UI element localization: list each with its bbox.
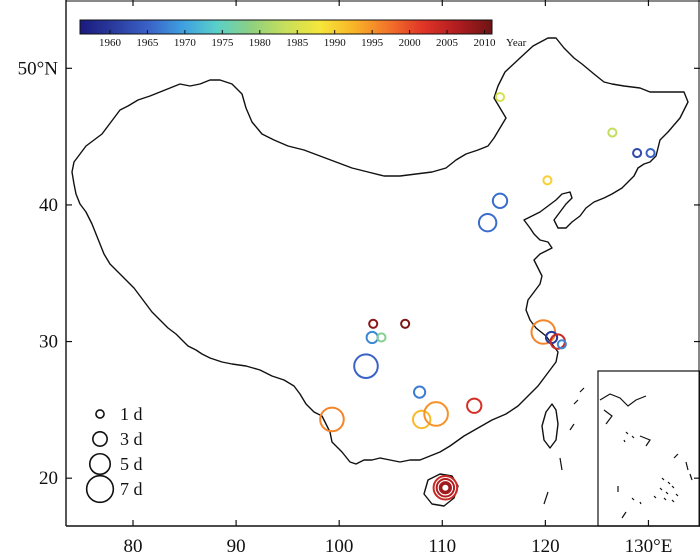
- x-tick-label: 130°E: [625, 536, 673, 557]
- x-tick-label: 120: [531, 536, 560, 557]
- size-legend-label: 1 d: [120, 404, 143, 424]
- event-point: [607, 127, 618, 138]
- hainan-island: [423, 473, 459, 507]
- colorbar-tick-label: 2010: [474, 37, 497, 49]
- event-point: [632, 147, 643, 159]
- colorbar-tick-label: 1970: [174, 37, 197, 49]
- china-border: [71, 37, 689, 465]
- colorbar-tick-label: 1995: [361, 37, 384, 49]
- event-point: [376, 332, 387, 343]
- colorbar-tick-label: 1980: [249, 37, 272, 49]
- event-point: [400, 318, 411, 329]
- colorbar-tick-label: 2000: [399, 37, 422, 49]
- size-legend-circle: [95, 409, 105, 419]
- event-point: [477, 212, 498, 233]
- event-point: [440, 482, 451, 493]
- event-point: [319, 406, 345, 433]
- event-points: [319, 91, 656, 501]
- event-point: [353, 353, 379, 379]
- year-colorbar: 1960 1965 1970 1975 1980 1985 1990 1995 2000 2005…: [79, 19, 527, 49]
- x-tick-label: 80: [124, 536, 143, 557]
- colorbar-tick-label: 1965: [136, 37, 159, 49]
- y-tick-label: 30: [39, 332, 58, 353]
- event-point: [491, 192, 509, 209]
- event-point: [411, 409, 432, 430]
- colorbar-tick-label: 2005: [436, 37, 459, 49]
- y-tick-label: 40: [39, 195, 58, 216]
- axis-tick-labels: 80 90 100 110 120 130°E 20 30 40 50°N: [18, 58, 673, 557]
- event-point: [423, 401, 449, 427]
- x-tick-label: 100: [325, 536, 354, 557]
- inset-islands: [617, 431, 693, 519]
- event-point: [432, 474, 459, 501]
- size-legend-circle: [88, 452, 112, 476]
- size-legend-circle: [85, 474, 115, 504]
- colorbar-tick-label: 1975: [211, 37, 234, 49]
- x-tick-label: 90: [227, 536, 246, 557]
- colorbar-tick-label: 1985: [286, 37, 309, 49]
- x-tick-label: 110: [428, 536, 456, 557]
- colorbar-gradient: [79, 19, 493, 35]
- size-legend-label: 5 d: [120, 454, 143, 474]
- colorbar-unit-label: Year: [506, 37, 527, 49]
- inset-coast: [599, 393, 651, 447]
- event-point: [494, 91, 506, 103]
- y-tick-label: 20: [39, 468, 58, 489]
- colorbar-tick-label: 1960: [99, 37, 122, 49]
- duration-size-legend: 1 d 3 d 5 d 7 d: [85, 404, 143, 504]
- size-legend-label: 7 d: [120, 479, 143, 499]
- sea-dashes: [543, 387, 585, 505]
- event-point: [438, 481, 452, 495]
- event-point: [466, 397, 483, 414]
- size-legend-label: 3 d: [120, 429, 143, 449]
- plot-frame: [65, 0, 700, 527]
- event-point: [412, 385, 427, 399]
- event-point: [645, 147, 656, 159]
- event-point: [542, 175, 553, 186]
- event-point: [556, 339, 567, 350]
- taiwan-island: [541, 403, 559, 449]
- colorbar-tick-label: 1990: [324, 37, 347, 49]
- event-point: [435, 478, 456, 498]
- y-tick-label: 50°N: [18, 58, 59, 79]
- event-point: [368, 318, 379, 329]
- size-legend-circle: [92, 431, 108, 447]
